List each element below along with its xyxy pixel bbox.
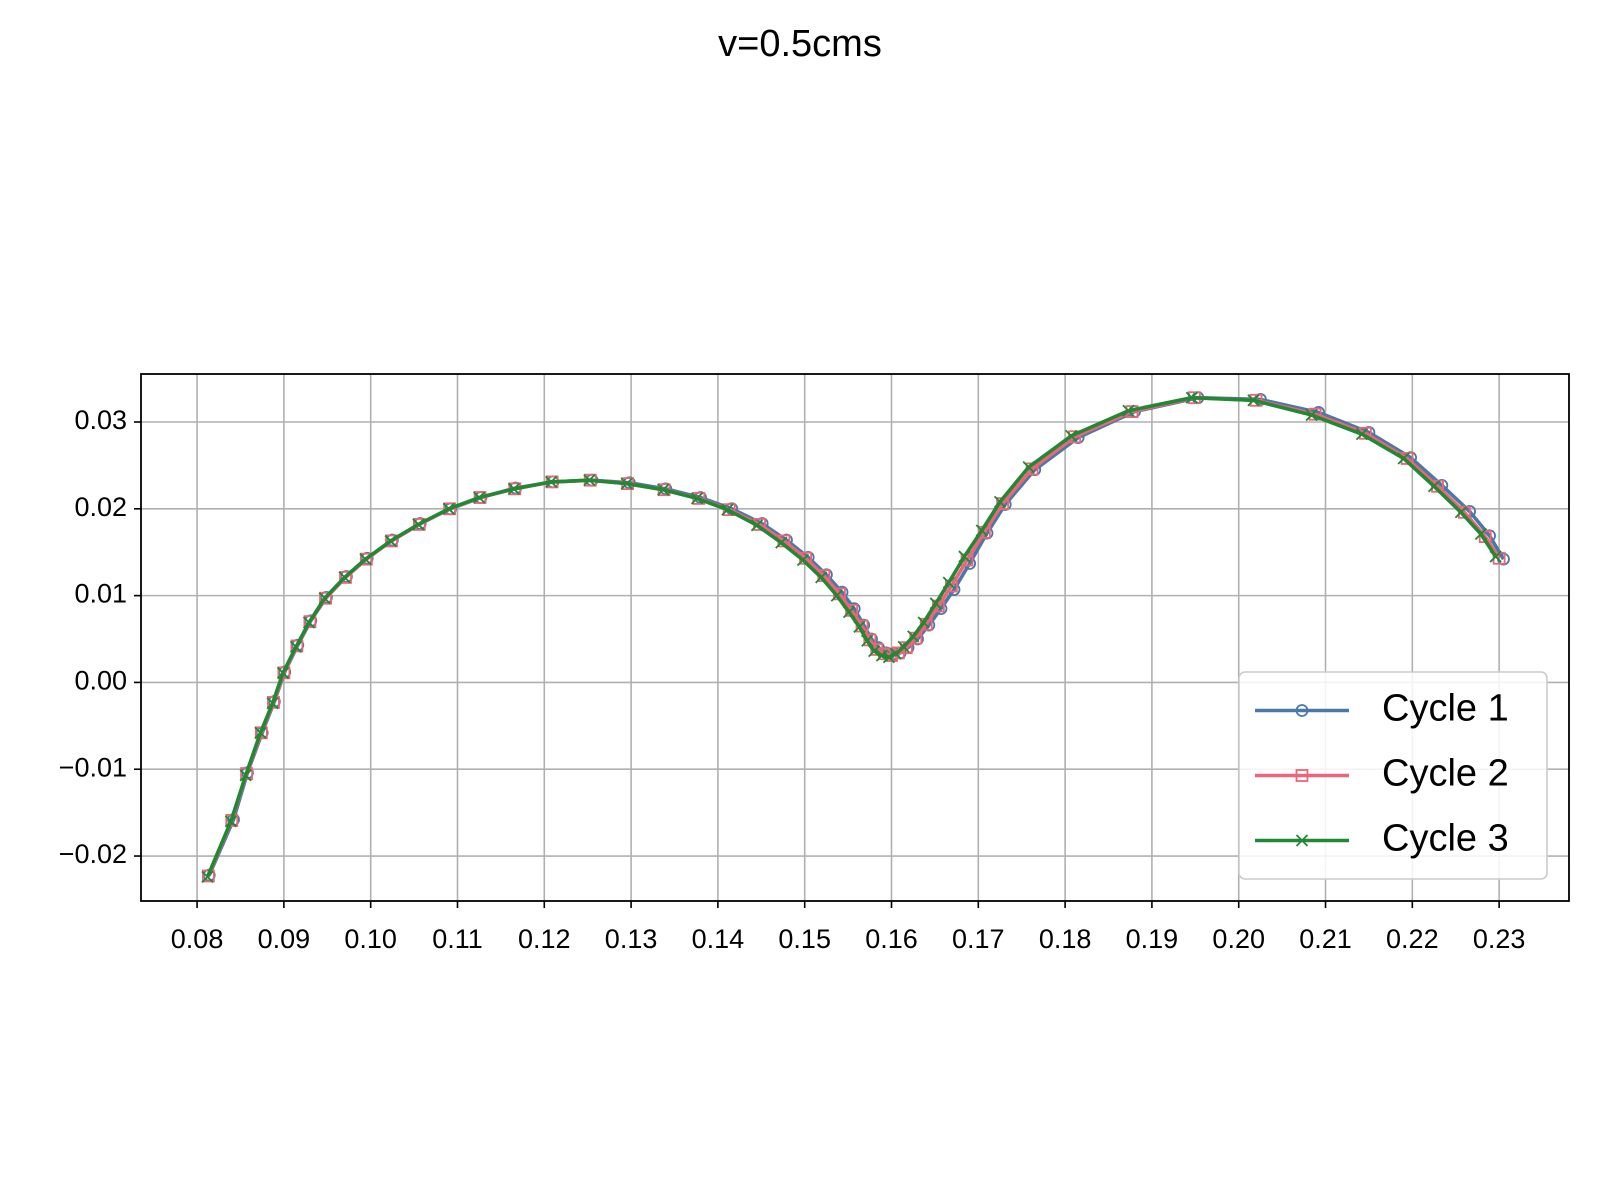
- marker: [861, 634, 874, 647]
- marker: [338, 571, 351, 584]
- x-tick-label: 0.12: [518, 924, 571, 954]
- marker: [929, 597, 942, 610]
- marker: [302, 616, 316, 629]
- marker: [545, 475, 558, 489]
- marker: [882, 651, 896, 664]
- marker: [442, 502, 455, 515]
- marker: [1022, 461, 1035, 474]
- x-tick-label: 0.11: [432, 924, 483, 954]
- marker: [853, 620, 866, 634]
- marker: [875, 649, 889, 662]
- axes-frame: [140, 373, 1570, 902]
- marker: [412, 518, 426, 531]
- marker: [958, 550, 971, 563]
- marker: [1185, 391, 1198, 404]
- marker: [384, 534, 397, 548]
- marker: [868, 645, 881, 658]
- marker: [721, 503, 734, 516]
- marker: [359, 552, 373, 566]
- marker: [1427, 480, 1441, 493]
- y-tick-label: 0.03: [74, 405, 127, 435]
- marker: [1122, 404, 1135, 417]
- marker: [303, 615, 317, 629]
- marker: [620, 477, 633, 490]
- marker: [830, 589, 843, 602]
- marker: [993, 495, 1007, 509]
- legend-marker: [1295, 704, 1309, 717]
- x-tick-label: 0.16: [865, 924, 918, 954]
- marker: [796, 553, 810, 567]
- marker: [385, 534, 398, 548]
- marker: [254, 726, 267, 739]
- x-tick-label: 0.18: [1039, 924, 1092, 954]
- x-tick-label: 0.09: [258, 924, 311, 954]
- x-tick-label: 0.20: [1212, 924, 1265, 954]
- legend-label: Cycle 1: [1382, 688, 1509, 730]
- marker: [583, 474, 596, 487]
- marker: [897, 640, 910, 653]
- marker: [657, 483, 670, 496]
- marker: [1065, 429, 1078, 443]
- x-tick-label: 0.08: [171, 924, 224, 954]
- marker: [412, 518, 425, 531]
- x-tick-label: 0.14: [692, 924, 745, 954]
- marker: [359, 553, 372, 566]
- marker: [842, 605, 856, 619]
- x-tick-label: 0.10: [344, 924, 397, 954]
- marker: [1355, 428, 1369, 441]
- marker: [239, 769, 252, 782]
- marker: [266, 697, 279, 710]
- marker: [1305, 408, 1318, 422]
- marker: [318, 592, 331, 605]
- marker: [201, 870, 214, 884]
- marker: [507, 482, 521, 495]
- marker: [907, 630, 920, 643]
- legend-label: Cycle 3: [1382, 818, 1509, 860]
- y-tick-label: 0.02: [74, 492, 127, 522]
- marker: [473, 491, 486, 504]
- chart-title: v=0.5cms: [718, 23, 882, 65]
- legend-marker: [1295, 769, 1309, 782]
- marker: [319, 591, 332, 605]
- x-tick-label: 0.23: [1473, 924, 1526, 954]
- x-tick-label: 0.13: [605, 924, 658, 954]
- marker: [815, 571, 828, 584]
- marker: [1489, 550, 1502, 563]
- marker: [443, 502, 457, 516]
- x-tick-label: 0.19: [1126, 924, 1179, 954]
- marker: [1474, 527, 1488, 541]
- y-tick-label: −0.02: [59, 839, 127, 869]
- x-tick-label: 0.17: [952, 924, 1005, 954]
- marker: [690, 492, 704, 505]
- legend-box: [1238, 671, 1548, 880]
- marker: [1397, 452, 1410, 465]
- marker: [224, 815, 238, 828]
- y-tick-label: 0.01: [74, 579, 127, 609]
- y-tick-label: 0.00: [74, 666, 127, 696]
- legend-label: Cycle 2: [1382, 753, 1509, 795]
- legend-marker: [1295, 834, 1309, 847]
- marker: [1454, 506, 1468, 519]
- x-tick-label: 0.22: [1386, 924, 1439, 954]
- marker: [917, 616, 930, 629]
- marker: [289, 640, 303, 653]
- marker: [339, 570, 352, 584]
- x-tick-label: 0.15: [778, 924, 831, 954]
- marker: [276, 666, 290, 680]
- marker: [1247, 394, 1260, 407]
- y-tick-label: −0.01: [59, 752, 127, 782]
- marker: [775, 536, 788, 549]
- marker: [942, 576, 955, 589]
- x-tick-label: 0.21: [1299, 924, 1352, 954]
- marker: [290, 639, 304, 653]
- marker: [975, 524, 988, 537]
- marker: [750, 519, 764, 532]
